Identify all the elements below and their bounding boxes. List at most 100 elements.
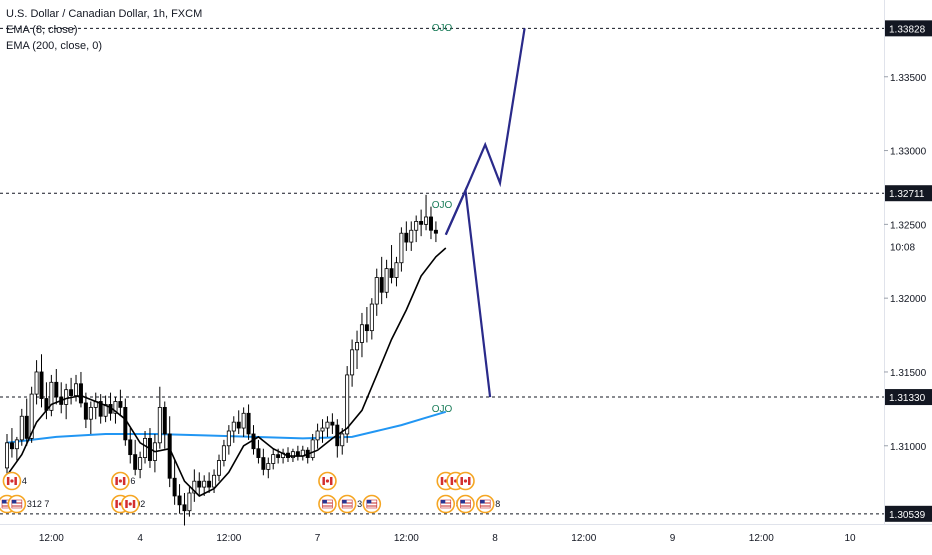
- candle: [167, 416, 172, 488]
- y-tick-label: 1.32000: [890, 294, 927, 305]
- candle: [152, 433, 157, 473]
- candle: [369, 298, 374, 340]
- candle-body: [133, 454, 138, 470]
- candle: [231, 416, 236, 443]
- candle: [14, 436, 19, 461]
- candle-body: [226, 430, 231, 447]
- maple-leaf: [128, 502, 132, 506]
- candle: [271, 448, 276, 470]
- level-note: OJO: [432, 404, 453, 415]
- candle-body: [394, 262, 399, 278]
- event-count: 6: [130, 476, 135, 486]
- price-level-label: 1.30539: [885, 505, 932, 522]
- candle-body: [236, 421, 241, 429]
- price-label-bg: [885, 185, 932, 202]
- candle: [394, 256, 399, 287]
- candle: [379, 256, 384, 305]
- candle-body: [83, 402, 88, 420]
- candle: [39, 354, 44, 408]
- candle-body: [34, 371, 39, 395]
- price-level-label: 1.31330: [885, 389, 932, 406]
- candle: [9, 428, 14, 458]
- candle-body: [290, 451, 295, 458]
- candle: [419, 209, 424, 237]
- legend-ema-fast[interactable]: EMA (8, close): [6, 24, 78, 36]
- candle-body: [369, 303, 374, 332]
- candle: [350, 339, 355, 387]
- candle-body: [49, 381, 54, 411]
- maple-leaf: [463, 479, 468, 483]
- projection-down-path: [444, 186, 492, 398]
- event-count: 3: [357, 499, 362, 509]
- maple-leaf: [10, 479, 14, 483]
- legend-symbol[interactable]: U.S. Dollar / Canadian Dollar, 1h, FXCM: [6, 8, 203, 20]
- price-label-bg: [885, 389, 932, 406]
- candle-body: [404, 232, 409, 243]
- ema-8-line: [6, 247, 447, 497]
- candle: [207, 472, 212, 494]
- flag-band: [115, 477, 118, 485]
- candle: [19, 408, 24, 446]
- flag-band: [125, 500, 128, 508]
- candle: [182, 493, 187, 526]
- candle: [133, 439, 138, 476]
- candle-body: [340, 433, 345, 447]
- candle: [256, 439, 261, 464]
- candle: [78, 371, 83, 408]
- candle-body: [98, 401, 103, 417]
- candle-body: [212, 474, 217, 488]
- canada-flag-icon: [318, 471, 337, 491]
- y-tick-label: 1.33500: [890, 73, 927, 84]
- candle-body: [276, 454, 281, 458]
- candle: [286, 447, 291, 463]
- flag-band: [115, 500, 118, 508]
- economic-events: 312 74610235 28: [0, 471, 500, 514]
- candle-body: [14, 439, 19, 450]
- legend-ema-slow[interactable]: EMA (200, close, 0): [6, 40, 102, 52]
- candle-body: [143, 437, 148, 458]
- candle: [49, 374, 54, 417]
- candle: [241, 407, 246, 437]
- candle-body: [103, 404, 108, 417]
- ema-200-line: [6, 410, 447, 444]
- candle: [325, 416, 330, 437]
- us-flag-icon: [456, 494, 475, 514]
- x-tick-label: 9: [670, 533, 676, 544]
- us-flag-icon: [362, 494, 382, 514]
- candle: [399, 227, 404, 272]
- candle: [384, 259, 389, 299]
- candle: [187, 487, 192, 517]
- candle: [44, 382, 49, 420]
- candle: [216, 454, 221, 482]
- candle: [359, 312, 364, 358]
- price-level-label: 1.32711: [885, 185, 932, 202]
- candle: [320, 419, 325, 443]
- candle-body: [374, 277, 379, 305]
- candle: [330, 413, 335, 434]
- candle: [138, 451, 143, 479]
- candle: [226, 425, 231, 455]
- candle-body: [424, 216, 429, 225]
- candle: [103, 395, 108, 423]
- candle: [88, 401, 93, 434]
- candle: [300, 445, 305, 461]
- candle-body: [202, 480, 207, 488]
- candle-body: [266, 463, 271, 470]
- event-count: 8: [495, 499, 500, 509]
- candle-body: [256, 448, 261, 458]
- y-tick-label: 1.31000: [890, 442, 927, 453]
- candle-body: [246, 412, 251, 435]
- flag-field: [341, 499, 353, 509]
- candle: [157, 386, 162, 449]
- candle-body: [78, 383, 83, 404]
- canada-flag-icon: 4: [2, 471, 27, 491]
- candle: [345, 366, 350, 443]
- event-count: 4: [22, 476, 27, 486]
- candle-body: [69, 389, 74, 396]
- candle-body: [350, 349, 355, 376]
- candle: [236, 410, 241, 434]
- candle: [261, 448, 266, 476]
- x-tick-label: 8: [492, 533, 498, 544]
